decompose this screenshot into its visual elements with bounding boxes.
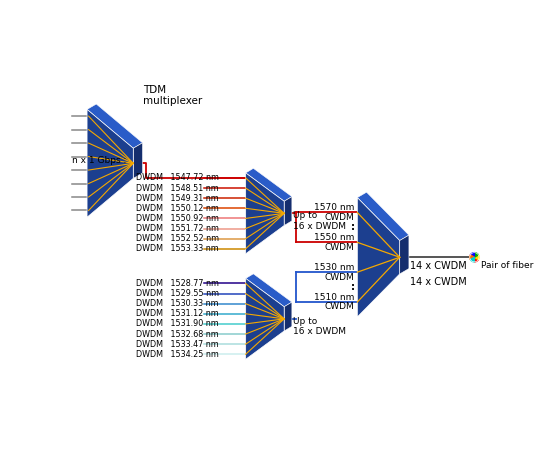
Text: DWDM   1550.12 nm: DWDM 1550.12 nm — [135, 204, 218, 213]
Text: DWDM   1550.92 nm: DWDM 1550.92 nm — [135, 214, 218, 223]
Text: DWDM   1530.33 nm: DWDM 1530.33 nm — [135, 299, 218, 308]
Polygon shape — [358, 197, 400, 317]
Text: DWDM   1553.33 nm: DWDM 1553.33 nm — [135, 244, 218, 253]
Polygon shape — [358, 192, 409, 241]
Text: DWDM   1549.31 nm: DWDM 1549.31 nm — [135, 194, 218, 203]
Polygon shape — [474, 257, 478, 262]
Polygon shape — [474, 253, 478, 257]
Text: Up to
16 x DWDM: Up to 16 x DWDM — [294, 317, 346, 336]
Text: 1570 nm
CWDM: 1570 nm CWDM — [314, 203, 354, 222]
Polygon shape — [246, 279, 284, 359]
Text: Pair of fiber: Pair of fiber — [481, 261, 534, 270]
Text: DWDM   1528.77 nm: DWDM 1528.77 nm — [135, 279, 218, 288]
Text: DWDM   1547.72 nm: DWDM 1547.72 nm — [135, 174, 218, 182]
Text: n x 1 Gbps :: n x 1 Gbps : — [72, 156, 126, 165]
Text: 14 x CWDM: 14 x CWDM — [410, 277, 467, 287]
Text: DWDM   1532.68 nm: DWDM 1532.68 nm — [135, 330, 218, 339]
Text: 1550 nm
CWDM: 1550 nm CWDM — [314, 233, 354, 252]
Text: TDM
multiplexer: TDM multiplexer — [143, 85, 202, 106]
Text: DWDM   1531.90 nm: DWDM 1531.90 nm — [135, 319, 218, 328]
Text: :: : — [351, 282, 355, 292]
Text: DWDM   1548.51 nm: DWDM 1548.51 nm — [135, 183, 218, 193]
Polygon shape — [246, 168, 292, 201]
Text: :: : — [351, 222, 355, 233]
Text: DWDM   1529.55 nm: DWDM 1529.55 nm — [135, 289, 219, 298]
Text: 14 x CWDM: 14 x CWDM — [410, 261, 467, 271]
Polygon shape — [284, 197, 292, 226]
Polygon shape — [474, 255, 479, 259]
Polygon shape — [470, 257, 474, 262]
Polygon shape — [470, 253, 474, 257]
Text: DWDM   1534.25 nm: DWDM 1534.25 nm — [135, 350, 218, 359]
Text: 1530 nm
CWDM: 1530 nm CWDM — [314, 263, 354, 281]
Text: DWDM   1551.72 nm: DWDM 1551.72 nm — [135, 224, 218, 233]
Polygon shape — [87, 109, 133, 217]
Text: 1510 nm
CWDM: 1510 nm CWDM — [314, 293, 354, 311]
Polygon shape — [87, 104, 142, 148]
Polygon shape — [246, 274, 292, 307]
Polygon shape — [246, 173, 284, 254]
Text: Up to
16 x DWDM: Up to 16 x DWDM — [294, 212, 346, 231]
Polygon shape — [284, 302, 292, 331]
Polygon shape — [400, 235, 409, 274]
Polygon shape — [133, 143, 142, 178]
Text: DWDM   1552.52 nm: DWDM 1552.52 nm — [135, 234, 219, 243]
Text: DWDM   1531.12 nm: DWDM 1531.12 nm — [135, 309, 218, 318]
Text: DWDM   1533.47 nm: DWDM 1533.47 nm — [135, 340, 218, 348]
Polygon shape — [470, 255, 474, 259]
